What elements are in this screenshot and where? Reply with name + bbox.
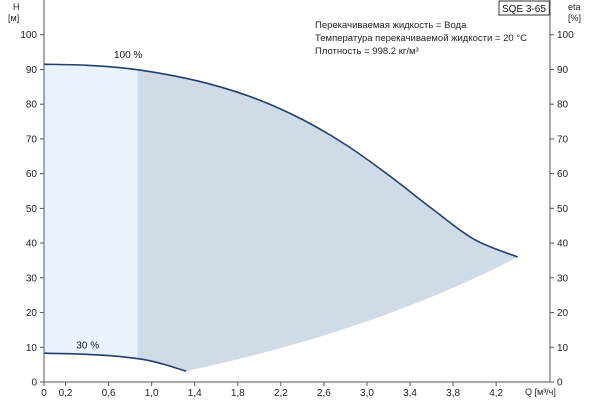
x-tick-label: 1,8 — [231, 388, 245, 399]
y-tick-label-right: 50 — [557, 204, 569, 215]
curve-label-30: 30 % — [76, 341, 99, 352]
y-tick-label-right: 30 — [557, 273, 569, 284]
y-tick-label-left: 30 — [26, 273, 38, 284]
y-tick-label-right: 90 — [557, 65, 569, 76]
y-tick-label-right: 80 — [557, 100, 569, 111]
x-tick-label: 1,0 — [145, 388, 159, 399]
y-tick-label-right: 100 — [557, 30, 574, 41]
y-tick-label-right: 0 — [557, 378, 563, 389]
x-tick-label: 4,2 — [489, 388, 503, 399]
model-badge-text: SQE 3-65 — [502, 4, 546, 15]
y-left-label-unit: [м] — [8, 13, 19, 23]
y-tick-label-left: 80 — [26, 100, 38, 111]
x-tick-label: 0,6 — [102, 388, 116, 399]
y-tick-label-right: 40 — [557, 239, 569, 250]
curve-100-percent — [43, 63, 518, 258]
info-line-temperature: Температура перекачиваемой жидкости = 20… — [315, 33, 527, 44]
y-tick-label-left: 70 — [26, 134, 38, 145]
y-tick-label-left: 10 — [26, 343, 38, 354]
model-badge-frame — [498, 0, 550, 16]
curve-30-percent — [43, 352, 187, 372]
x-tick-label: 1,4 — [188, 388, 202, 399]
y-tick-label-right: 10 — [557, 343, 569, 354]
y-right-label-unit: [%] — [568, 13, 581, 23]
curve-label-100: 100 % — [114, 50, 142, 61]
model-badge: SQE 3-65 — [498, 0, 550, 16]
y-right-label-symbol: eta — [568, 2, 581, 12]
pump-curves: 100 % 30 % — [43, 50, 518, 372]
y-left-label-symbol: H — [13, 2, 20, 12]
y-tick-label-right: 70 — [557, 134, 569, 145]
x-tick-label: 0 — [41, 388, 47, 399]
x-tick-label: 2,2 — [274, 388, 288, 399]
y-tick-label-left: 0 — [31, 378, 37, 389]
x-tick-label: 2,6 — [317, 388, 331, 399]
operating-area-light-fill — [44, 64, 138, 372]
axes — [40, 0, 554, 386]
y-tick-label-left: 40 — [26, 239, 38, 250]
info-line-density: Плотность = 998.2 кг/м³ — [315, 46, 419, 57]
y-tick-label-left: 90 — [26, 65, 38, 76]
y-tick-label-left: 50 — [26, 204, 38, 215]
info-line-liquid: Перекачиваемая жидкость = Вода — [315, 20, 467, 31]
info-text: Перекачиваемая жидкость = Вода Температу… — [315, 20, 527, 57]
x-tick-label: 0,2 — [59, 388, 73, 399]
y-tick-label-left: 100 — [20, 30, 37, 41]
y-tick-label-left: 60 — [26, 169, 38, 180]
x-tick-label: 3,0 — [360, 388, 374, 399]
x-tick-label: 3,8 — [446, 388, 460, 399]
x-axis-label: Q [м³/ч] — [525, 387, 556, 397]
x-tick-label: 3,4 — [403, 388, 417, 399]
y-tick-label-left: 20 — [26, 308, 38, 319]
y-tick-label-right: 20 — [557, 308, 569, 319]
y-tick-label-right: 60 — [557, 169, 569, 180]
